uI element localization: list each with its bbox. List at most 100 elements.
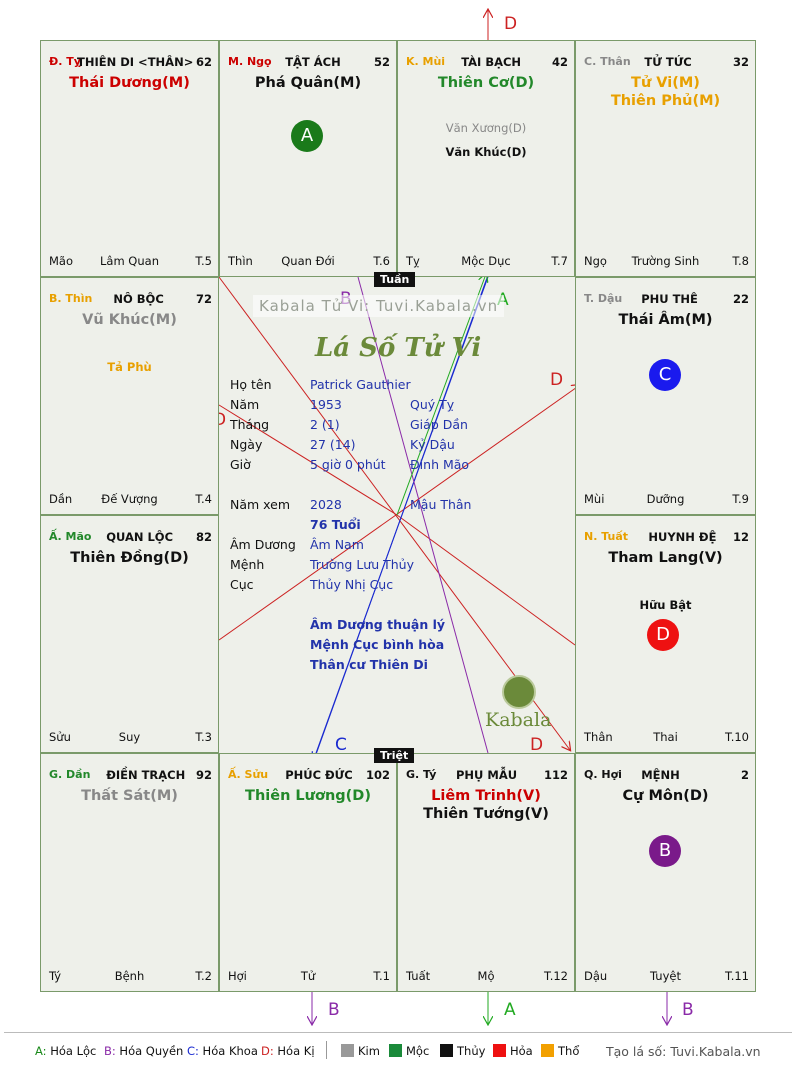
info-label: Ngày <box>230 437 263 452</box>
palace-stem-branch: Ấ. Sửu <box>228 768 269 781</box>
info-value: Trường Lưu Thủy <box>310 557 414 572</box>
palace-name: PHÚC ĐỨC <box>285 768 353 782</box>
info-extra: Kỷ Dậu <box>410 437 455 452</box>
palace-cell: Ấ. Mão QUAN LỘC 82 Thiên Đồng(D) Sửu Suy T.3 <box>40 515 219 753</box>
stage-number: T.11 <box>725 969 749 983</box>
center-info-panel: Kabala Tử Vi: Tuvi.Kabala.vn Lá Số Tử Vi H… <box>219 277 575 753</box>
hoa-quyen-line <box>357 276 489 754</box>
arrow-label: B <box>328 1000 340 1020</box>
palace-name: TỬ TỨC <box>644 55 692 69</box>
stage-number: T.3 <box>195 730 212 744</box>
major-star: Thiên Tướng(V) <box>423 806 549 822</box>
info-value: Thủy Nhị Cục <box>310 577 394 592</box>
palace-cell: T. Dậu PHU THÊ 22 Thái Âm(M) Mùi Dưỡng T.9 <box>575 277 756 515</box>
palace-number: 32 <box>732 55 749 69</box>
info-label: Năm xem <box>230 497 291 512</box>
palace-name: MỆNH <box>641 768 680 782</box>
life-stage: Dưỡng <box>646 492 685 506</box>
palace-name: PHU THÊ <box>641 292 698 306</box>
palace-number: 12 <box>732 530 749 544</box>
arrow-label: B <box>682 1000 694 1020</box>
transformation-circle: C <box>649 359 681 391</box>
life-stage: Tử <box>300 969 316 983</box>
life-stage: Mộc Dục <box>461 254 511 268</box>
info-extra: Giáp Dần <box>410 417 468 432</box>
stage-number: T.6 <box>373 254 390 268</box>
info-value: Patrick Gauthier <box>310 377 411 392</box>
palace-name: QUAN LỘC <box>106 530 174 544</box>
kabala-brand: Kabala <box>485 709 552 731</box>
palace-stem-branch: Đ. Tỵ <box>49 55 81 68</box>
palace-stem-branch: N. Tuất <box>584 530 629 543</box>
palace-stem-branch: K. Mùi <box>406 55 446 68</box>
major-star: Thiên Lương(D) <box>245 788 371 804</box>
legend-transformation: B: Hóa Quyền <box>104 1044 184 1058</box>
palace-number: 92 <box>195 768 212 782</box>
major-star: Thái Dương(M) <box>69 75 190 91</box>
info-label: Tháng <box>230 417 270 432</box>
palace-cell: Q. Hợi MỆNH 2 Cự Môn(D) Dậu Tuyệt T.11 <box>575 753 756 992</box>
info-value: Âm Nam <box>310 537 364 552</box>
palace-cell: Ấ. Sửu PHÚC ĐỨC 102 Thiên Lương(D) Hợi Tử T.1 <box>219 753 397 992</box>
palace-name: PHỤ MẪU <box>456 768 518 782</box>
life-stage: Bệnh <box>114 969 145 983</box>
chart-logo-text: Lá Số Tử Vi <box>315 333 482 363</box>
palace-cell: G. Tý PHỤ MẪU 112 Liêm Trinh(V) Thiên Tướng(… <box>397 753 575 992</box>
legend-site: Tạo lá số: Tuvi.Kabala.vn <box>606 1044 761 1059</box>
arrow-label: D <box>530 735 543 755</box>
hoa-khoa-line <box>315 276 489 754</box>
palace-cell: C. Thân TỬ TỨC 32 Tử Vi(M) Thiên Phủ(M) Ngọ Tr… <box>575 40 756 277</box>
info-note: Mệnh Cục bình hòa <box>310 637 445 652</box>
life-stage: Lâm Quan <box>100 254 159 268</box>
palace-stem-branch: G. Tý <box>406 768 437 781</box>
info-label: Cục <box>230 577 254 592</box>
stage-number: T.9 <box>732 492 749 506</box>
legend-element: Mộc <box>389 1044 429 1058</box>
stage-number: T.4 <box>195 492 212 506</box>
major-star: Phá Quân(M) <box>254 75 362 91</box>
palace-cell: B. Thìn NÔ BỘC 72 Vũ Khúc(M) Tả Phù Dần Đế Vượ… <box>40 277 219 515</box>
major-star: Tử Vi(M) <box>631 75 700 91</box>
life-stage: Mộ <box>477 969 495 983</box>
palace-name: HUYNH ĐỆ <box>648 530 717 544</box>
palace-stem-branch: Ấ. Mão <box>49 530 92 543</box>
stage-number: T.12 <box>544 969 568 983</box>
palace-number: 72 <box>195 292 212 306</box>
palace-stem-branch: G. Dần <box>49 768 91 781</box>
palace-name: THIÊN DI <THÂN> <box>77 55 194 69</box>
life-stage: Đế Vượng <box>101 492 158 506</box>
info-label: Họ tên <box>230 377 272 392</box>
watermark-text: Kabala Tử Vi: Tuvi.Kabala.vn <box>253 295 505 317</box>
stage-number: T.2 <box>195 969 212 983</box>
minor-star: Tả Phù <box>107 360 152 374</box>
stage-number: T.10 <box>725 730 749 744</box>
major-star: Thiên Cơ(D) <box>437 75 535 91</box>
legend-element: Thổ <box>541 1044 579 1058</box>
info-extra: Quý Tỵ <box>410 397 455 412</box>
palace-cell: G. Dần ĐIỀN TRẠCH 92 Thất Sát(M) Tý Bệnh T.2 <box>40 753 219 992</box>
palace-number: 102 <box>365 768 390 782</box>
palace-number: 2 <box>740 768 749 782</box>
info-value: 2 (1) <box>310 417 340 432</box>
major-star: Vũ Khúc(M) <box>82 312 177 328</box>
legend-element: Thủy <box>440 1044 485 1058</box>
hoa-ki-line <box>218 385 580 641</box>
bottom-branch: Mão <box>49 254 74 268</box>
stage-number: T.8 <box>732 254 749 268</box>
hoa-ki-line <box>218 404 398 516</box>
palace-number: 112 <box>543 768 568 782</box>
palace-stem-branch: B. Thìn <box>49 292 93 305</box>
palace-stem-branch: T. Dậu <box>584 292 623 305</box>
transformation-circle: B <box>649 835 681 867</box>
palace-stem-branch: M. Ngọ <box>228 55 272 68</box>
info-note: Thân cư Thiên Di <box>310 657 428 672</box>
info-value: 2028 <box>310 497 342 512</box>
legend-transformation: A: Hóa Lộc <box>35 1044 97 1058</box>
arrow-label: D <box>504 14 517 34</box>
bottom-branch: Tý <box>49 969 62 983</box>
bottom-branch: Sửu <box>49 730 71 744</box>
stage-number: T.1 <box>373 969 390 983</box>
palace-name: TẬT ÁCH <box>285 55 341 69</box>
major-star: Thiên Phủ(M) <box>610 93 721 109</box>
palace-number: 82 <box>195 530 212 544</box>
